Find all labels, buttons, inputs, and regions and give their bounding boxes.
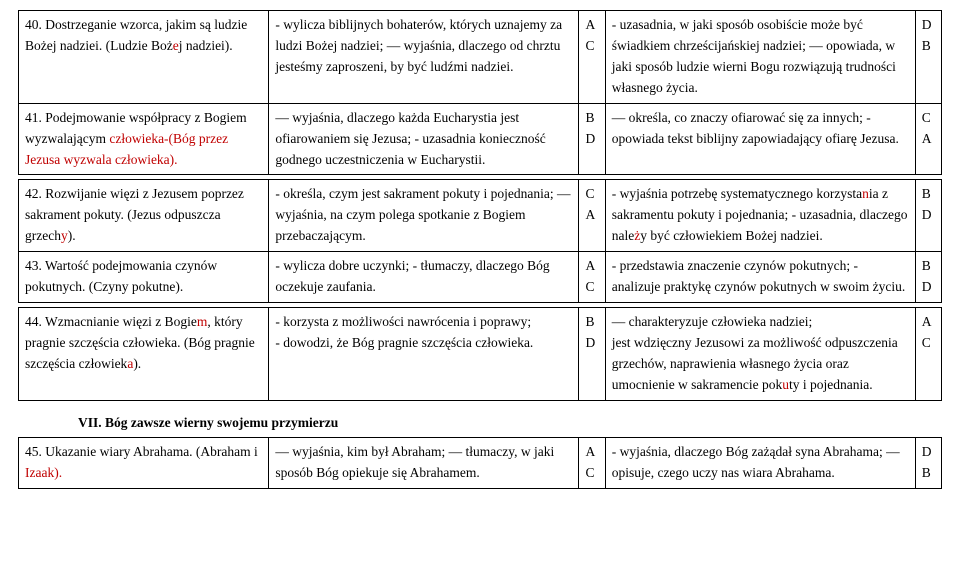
table-row: 45. Ukazanie wiary Abrahama. (Abraham i … (19, 437, 942, 488)
table-row: 43. Wartość podejmowania czynów pokutnyc… (19, 252, 942, 303)
cell-code: C A (915, 103, 941, 175)
cell-ext: - wyjaśnia, dlaczego Bóg zażądał syna Ab… (605, 437, 915, 488)
table-block-2: 42. Rozwijanie więzi z Jezusem poprzez s… (18, 179, 942, 303)
cell-code: A C (579, 11, 605, 104)
cell-code: A C (579, 437, 605, 488)
cell-ext: — określa, co znaczy ofiarować się za in… (605, 103, 915, 175)
cell-ext: - wyjaśnia potrzebę systematycznego korz… (605, 180, 915, 252)
table-row: 44. Wzmacnianie więzi z Bogiem, który pr… (19, 308, 942, 401)
cell-ext: — charakteryzuje człowieka nadziei; jest… (605, 308, 915, 401)
cell-topic: 42. Rozwijanie więzi z Jezusem poprzez s… (19, 180, 269, 252)
cell-code: C A (579, 180, 605, 252)
cell-basic: - wylicza biblijnych bohaterów, których … (269, 11, 579, 104)
cell-code: A C (915, 308, 941, 401)
cell-ext: - uzasadnia, w jaki sposób osobiście moż… (605, 11, 915, 104)
cell-ext: - przedstawia znaczenie czynów pokutnych… (605, 252, 915, 303)
table-row: 42. Rozwijanie więzi z Jezusem poprzez s… (19, 180, 942, 252)
table-block-4: 45. Ukazanie wiary Abrahama. (Abraham i … (18, 437, 942, 489)
cell-topic: 41. Podejmowanie współpracy z Bogiem wyz… (19, 103, 269, 175)
cell-basic: — wyjaśnia, dlaczego każda Eucharystia j… (269, 103, 579, 175)
cell-basic: - wylicza dobre uczynki; - tłumaczy, dla… (269, 252, 579, 303)
cell-topic: 44. Wzmacnianie więzi z Bogiem, który pr… (19, 308, 269, 401)
cell-code: A C (579, 252, 605, 303)
cell-code: D B (915, 11, 941, 104)
cell-code: B D (915, 252, 941, 303)
cell-basic: — wyjaśnia, kim był Abraham; — tłumaczy,… (269, 437, 579, 488)
table-row: 40. Dostrzeganie wzorca, jakim są ludzie… (19, 11, 942, 104)
cell-basic: - korzysta z możliwości nawrócenia i pop… (269, 308, 579, 401)
cell-topic: 45. Ukazanie wiary Abrahama. (Abraham i … (19, 437, 269, 488)
table-row: 41. Podejmowanie współpracy z Bogiem wyz… (19, 103, 942, 175)
cell-code: B D (579, 308, 605, 401)
cell-basic: - określa, czym jest sakrament pokuty i … (269, 180, 579, 252)
table-block-3: 44. Wzmacnianie więzi z Bogiem, który pr… (18, 307, 942, 401)
table-block-1: 40. Dostrzeganie wzorca, jakim są ludzie… (18, 10, 942, 175)
cell-code: D B (915, 437, 941, 488)
cell-topic: 40. Dostrzeganie wzorca, jakim są ludzie… (19, 11, 269, 104)
cell-topic: 43. Wartość podejmowania czynów pokutnyc… (19, 252, 269, 303)
cell-code: B D (915, 180, 941, 252)
cell-code: B D (579, 103, 605, 175)
section-heading: VII. Bóg zawsze wierny swojemu przymierz… (18, 405, 942, 437)
